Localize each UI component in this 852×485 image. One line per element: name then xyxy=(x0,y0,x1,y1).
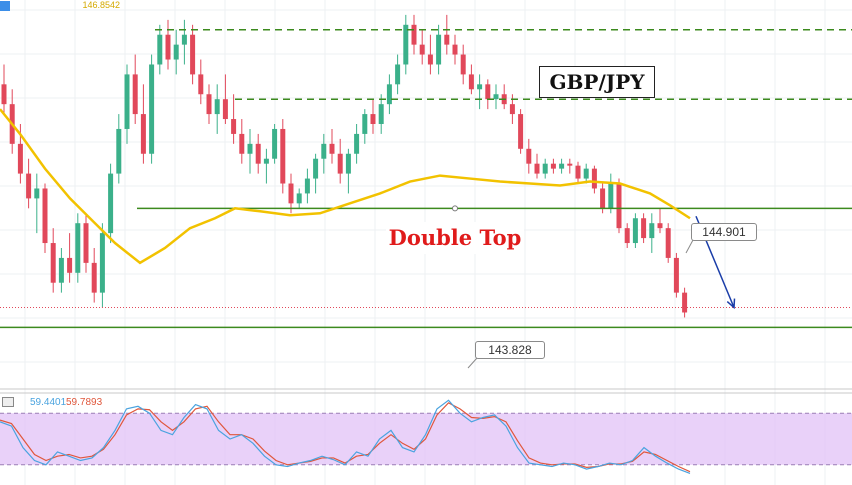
candle-body xyxy=(673,257,679,293)
candle-body xyxy=(247,143,253,154)
price-badge-icon xyxy=(0,0,10,11)
candle-body xyxy=(263,158,269,164)
candle-body xyxy=(157,34,163,65)
candle-body xyxy=(99,233,105,293)
pattern-annotation: Double Top xyxy=(386,222,524,254)
stoch-d-label: 59.7893 xyxy=(66,397,103,408)
stoch-d-line xyxy=(0,402,691,473)
candle-body xyxy=(255,143,261,164)
candle-body xyxy=(575,165,581,179)
candle-body xyxy=(657,223,663,229)
candle-body xyxy=(444,34,450,45)
candle-body xyxy=(214,99,220,115)
candle-body xyxy=(17,143,23,174)
candle-body xyxy=(641,218,647,239)
candle-body xyxy=(600,188,606,209)
candle-body xyxy=(67,257,73,273)
resistance-tag-leader xyxy=(685,239,694,254)
candle-body xyxy=(190,34,196,75)
candle-body xyxy=(534,163,540,174)
support-price-tag: 143.828 xyxy=(475,341,545,359)
candle-body xyxy=(58,257,64,283)
candle-body xyxy=(370,114,376,124)
candle-body xyxy=(165,34,171,60)
candle-body xyxy=(493,94,499,100)
candle-body xyxy=(239,133,245,154)
candle-body xyxy=(583,168,589,179)
candle-body xyxy=(50,243,56,283)
candle-body xyxy=(1,84,7,105)
candle-body xyxy=(173,44,179,60)
candle-body xyxy=(124,74,130,129)
candle-body xyxy=(42,188,48,244)
candle-body xyxy=(337,153,343,174)
candle-body xyxy=(477,84,483,90)
candle-body xyxy=(509,104,515,115)
candle-body xyxy=(362,114,368,134)
candle-body xyxy=(550,163,556,169)
support-tag-leader xyxy=(467,357,478,369)
stoch-k-label: 59.4401 xyxy=(30,397,67,408)
candle-body xyxy=(83,223,89,263)
candle-body xyxy=(608,183,614,209)
candle-body xyxy=(403,24,409,65)
candle-body xyxy=(386,84,392,105)
candle-body xyxy=(329,143,335,154)
candle-body xyxy=(632,218,638,244)
candle-body xyxy=(567,163,573,166)
projection-arrowhead xyxy=(726,298,736,310)
candle-body xyxy=(468,74,474,90)
chart-title: GBP/JPY xyxy=(539,66,655,98)
candle-body xyxy=(542,163,548,174)
price-indicator-label: 146.8542 xyxy=(0,0,120,11)
candle-body xyxy=(231,119,237,134)
candle-body xyxy=(304,178,310,194)
candle-body xyxy=(222,99,228,120)
candle-body xyxy=(518,114,524,149)
candle-body xyxy=(411,24,417,45)
candle-body xyxy=(616,183,622,229)
candle-body xyxy=(485,84,491,100)
neckline-handle xyxy=(452,205,458,212)
candle-body xyxy=(206,94,212,115)
candle-body xyxy=(140,114,146,154)
candle-body xyxy=(460,54,466,75)
candle-body xyxy=(682,292,688,313)
candle-body xyxy=(75,223,81,273)
candle-body xyxy=(198,74,204,95)
candle-body xyxy=(559,163,565,169)
candle-body xyxy=(313,158,319,179)
candle-body xyxy=(591,168,597,189)
candle-body xyxy=(354,133,360,154)
candle-body xyxy=(526,148,532,164)
candle-body xyxy=(149,64,155,154)
candle-body xyxy=(26,173,32,199)
moving-average-line xyxy=(0,108,691,265)
candle-body xyxy=(132,74,138,115)
candle-body xyxy=(108,173,114,234)
candle-body xyxy=(345,153,351,174)
candle-body xyxy=(452,44,458,55)
candle-body xyxy=(91,262,97,293)
candle-body xyxy=(665,228,671,258)
candle-body xyxy=(280,128,286,184)
candle-body xyxy=(296,193,302,204)
candle-body xyxy=(419,44,425,55)
candle-body xyxy=(288,183,294,204)
resistance-price-tag: 144.901 xyxy=(691,223,757,241)
candle-body xyxy=(34,188,40,199)
stoch-k-line xyxy=(0,399,691,474)
candle-body xyxy=(427,54,433,65)
candle-body xyxy=(649,223,655,239)
candle-body xyxy=(624,228,630,244)
price-tag-top: 146.8542 xyxy=(82,0,121,10)
candle-body xyxy=(116,128,122,174)
candle-body xyxy=(272,128,278,159)
candle-body xyxy=(436,34,442,65)
candle-body xyxy=(378,104,384,124)
stoch-badge-icon xyxy=(2,397,14,410)
candle-body xyxy=(321,143,327,159)
candle-body xyxy=(181,34,187,45)
candle-body xyxy=(395,64,401,85)
